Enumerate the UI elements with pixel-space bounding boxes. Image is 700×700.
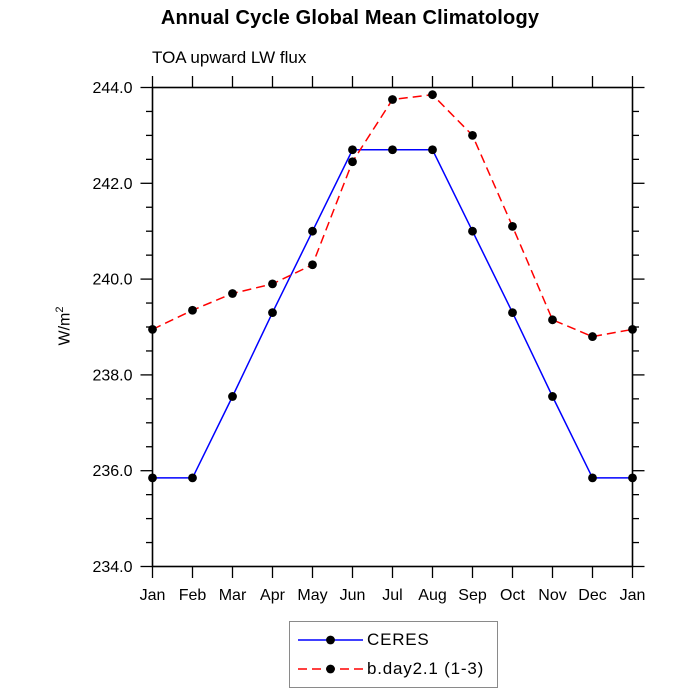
series-line-1 <box>152 93 633 338</box>
x-axis-tick-label: Dec <box>578 587 606 604</box>
x-axis-tick-label: Aug <box>418 587 446 604</box>
legend-label-bday21: b.day2.1 (1-3) <box>367 659 485 678</box>
data-point-marker <box>468 226 477 236</box>
data-point-marker <box>548 392 557 401</box>
data-point-marker <box>348 157 357 167</box>
data-point-marker <box>388 95 397 104</box>
y-axis-tick-label: 236.0 <box>92 463 132 480</box>
data-point-marker <box>188 305 197 315</box>
legend-marker-dot <box>326 635 335 645</box>
data-point-marker <box>308 260 317 270</box>
data-point-marker <box>508 308 517 318</box>
data-point-marker <box>628 324 637 334</box>
series-line-0 <box>152 149 633 479</box>
data-point-marker <box>228 289 237 298</box>
chart-title: Annual Cycle Global Mean Climatology <box>160 7 540 29</box>
legend-marker-dot <box>326 664 335 674</box>
legend-row-bday21: b.day2.1 (1-3) <box>290 655 497 684</box>
data-point-marker <box>468 131 477 140</box>
x-axis-tick-label: May <box>297 587 327 604</box>
x-axis-tick-label: Jan <box>620 587 646 604</box>
data-point-marker <box>428 90 437 100</box>
data-point-marker <box>268 279 277 289</box>
y-axis-tick-label: 240.0 <box>92 272 132 289</box>
data-point-marker <box>308 226 317 236</box>
data-point-marker <box>388 145 397 155</box>
y-axis-tick-label: 238.0 <box>92 367 132 384</box>
legend-row-ceres: CERES <box>290 626 497 655</box>
data-point-marker <box>628 473 637 483</box>
data-point-marker <box>268 308 277 318</box>
data-point-marker <box>588 332 597 341</box>
data-point-marker <box>228 392 237 401</box>
data-point-marker <box>548 315 557 325</box>
x-axis-tick-label: Sep <box>458 587 487 604</box>
x-axis-tick-label: Nov <box>538 587 566 604</box>
x-axis-tick-label: Apr <box>260 587 286 604</box>
legend-label-ceres: CERES <box>367 630 430 649</box>
data-point-marker <box>148 324 157 334</box>
x-axis-tick-label: Jul <box>382 587 402 604</box>
x-axis-tick-label: Feb <box>179 587 207 604</box>
data-point-marker <box>428 145 437 155</box>
y-axis-tick-label: 234.0 <box>92 559 132 576</box>
legend-sample-ceres <box>298 635 363 645</box>
plot-frame <box>151 86 634 568</box>
data-point-marker <box>188 473 197 483</box>
y-axis-tick-label: 244.0 <box>92 80 132 97</box>
chart-subtitle: TOA upward LW flux <box>152 48 307 67</box>
data-point-marker <box>508 222 517 231</box>
data-point-marker <box>588 473 597 483</box>
legend: CERES b.day2.1 (1-3) <box>289 621 498 688</box>
x-axis-tick-label: Jan <box>140 587 166 604</box>
y-axis-tick-label: 242.0 <box>92 176 132 193</box>
data-point-marker <box>148 473 157 483</box>
data-point-marker <box>348 145 357 155</box>
x-axis-tick-label: Mar <box>219 587 247 604</box>
x-axis-tick-label: Oct <box>500 587 525 604</box>
legend-sample-bday21 <box>298 664 363 674</box>
chart-canvas: 234.0 236.0 238.0 240.0 242.0 244.0 Jan Feb Mar A… <box>92 76 646 604</box>
x-axis-tick-label: Jun <box>340 587 366 604</box>
